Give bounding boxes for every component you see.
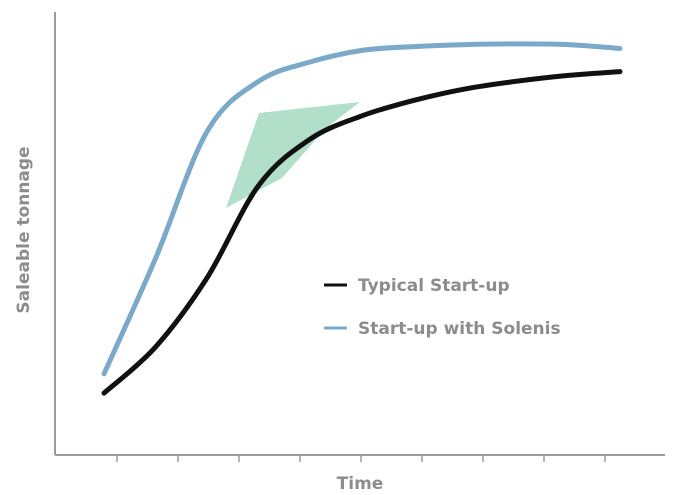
- improvement-arrow: [226, 102, 360, 208]
- improvement-arrow-shape: [226, 102, 360, 208]
- legend-label-typical-start-up: Typical Start-up: [358, 276, 510, 296]
- series-line-typical-start-up: [101, 69, 623, 396]
- axes: [54, 12, 665, 462]
- series-line-start-up-with-solenis: [101, 41, 623, 377]
- x-axis-title: Time: [337, 474, 384, 494]
- series-lines: [101, 41, 623, 396]
- legend: Typical Start-up Start-up with Solenis: [324, 276, 561, 339]
- y-axis-title: Saleable tonnage: [14, 146, 34, 313]
- legend-label-start-up-with-solenis: Start-up with Solenis: [358, 319, 561, 339]
